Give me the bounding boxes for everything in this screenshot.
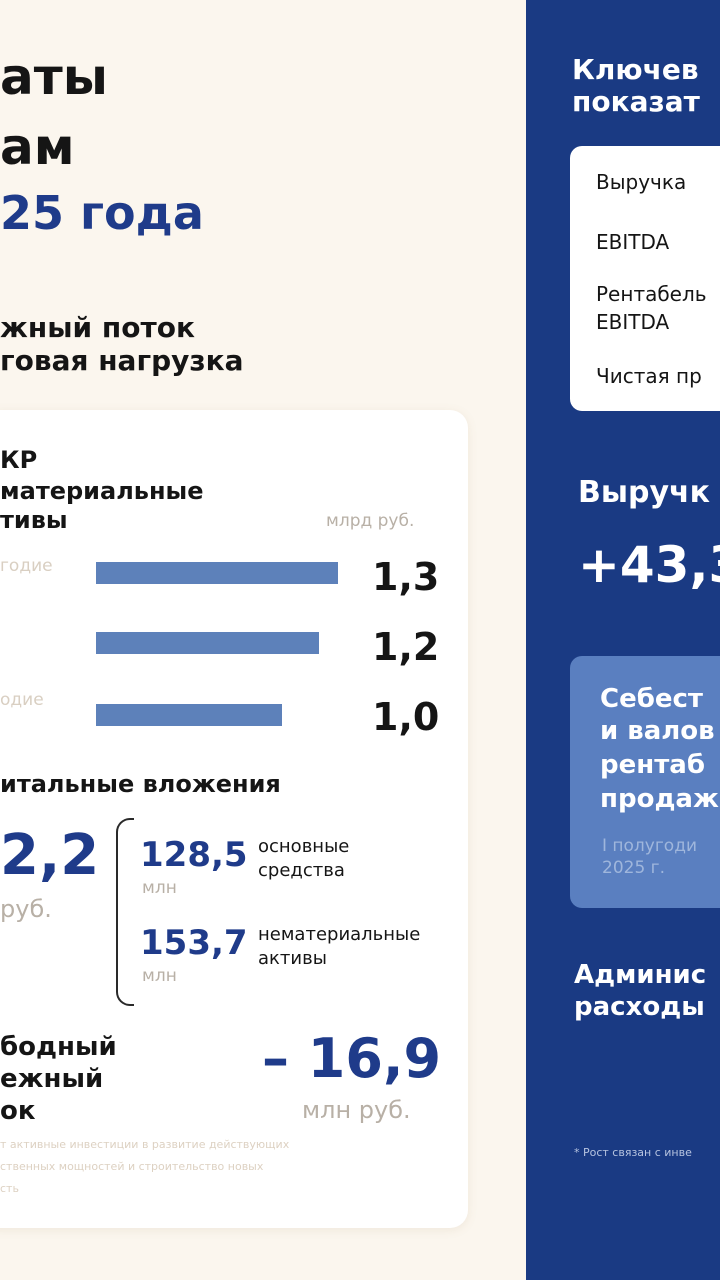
cost-sub-line-1: I полугоди [602, 836, 697, 856]
capex-item-value-1: 128,5 [140, 835, 248, 875]
cost-line-2: и валов [600, 716, 715, 746]
revenue-growth: +43,3 [578, 536, 720, 594]
fcf-label-line-3: ок [0, 1096, 36, 1126]
card-title-line-1: КР [0, 446, 38, 474]
cost-sub-line-2: 2025 г. [602, 858, 666, 878]
section-subtitle-line-2: говая нагрузка [0, 344, 244, 377]
cost-line-1: Себест [600, 684, 703, 714]
capex-item-label-1b: средства [258, 860, 345, 881]
bar-value-1: 1,3 [372, 555, 440, 599]
footnote-line-3: сть [0, 1182, 19, 1195]
page-title-line-3: 25 года [0, 186, 204, 240]
bar-value-2: 1,2 [372, 625, 440, 669]
metric-ebitda: EBITDA [596, 230, 670, 254]
capex-item-unit-1: млн [142, 878, 177, 898]
bar-label-3: одие [0, 690, 44, 710]
admin-expenses-line-1: Админис [574, 960, 707, 990]
cost-line-4: продаж [600, 784, 719, 814]
footnote-line-2: ственных мощностей и строительство новых [0, 1160, 264, 1173]
fcf-label-line-1: бодный [0, 1032, 117, 1062]
key-metrics-card [570, 146, 720, 411]
capex-total-unit: руб. [0, 895, 52, 923]
section-subtitle-line-1: жный поток [0, 311, 195, 344]
capex-title: итальные вложения [0, 770, 281, 798]
bar-label-1: годие [0, 556, 53, 576]
cost-line-3: рентаб [600, 750, 705, 780]
bar-unit-label: млрд руб. [326, 511, 415, 531]
bracket-divider [116, 818, 134, 1006]
capex-total: 2,2 [0, 823, 100, 888]
panel-title-line-1: Ключев [572, 53, 699, 86]
admin-expenses-line-2: расходы [574, 992, 705, 1022]
fcf-value: – 16,9 [262, 1027, 442, 1090]
panel-title-line-2: показат [572, 85, 700, 118]
revenue-title: Выручк [578, 475, 710, 510]
panel-footnote: * Рост связан с инве [574, 1146, 692, 1159]
footnote-line-1: т активные инвестиции в развитие действу… [0, 1138, 290, 1151]
capex-item-value-2: 153,7 [140, 923, 248, 963]
page-title-line-2: ам [0, 118, 75, 176]
capex-item-label-2b: активы [258, 948, 327, 969]
page-title-line-1: аты [0, 48, 108, 106]
metric-net-profit: Чистая пр [596, 364, 702, 388]
card-title-line-2: материальные [0, 477, 204, 505]
card-title-line-3: тивы [0, 506, 68, 534]
fcf-label-line-2: ежный [0, 1064, 104, 1094]
capex-item-unit-2: млн [142, 966, 177, 986]
cashflow-card [0, 410, 468, 1228]
bar-1 [96, 562, 338, 584]
bar-3 [96, 704, 282, 726]
bar-value-3: 1,0 [372, 695, 440, 739]
capex-item-label-2a: нематериальные [258, 924, 421, 945]
bar-2 [96, 632, 319, 654]
key-metrics-panel: Ключев показат Выручка EBITDA Рентабель … [526, 0, 720, 1280]
metric-ebitda-margin-line-1: Рентабель [596, 282, 707, 306]
fcf-unit: млн руб. [302, 1096, 411, 1124]
cost-box [570, 656, 720, 908]
metric-ebitda-margin-line-2: EBITDA [596, 310, 670, 334]
metric-revenue: Выручка [596, 170, 687, 194]
capex-item-label-1a: основные [258, 836, 350, 857]
